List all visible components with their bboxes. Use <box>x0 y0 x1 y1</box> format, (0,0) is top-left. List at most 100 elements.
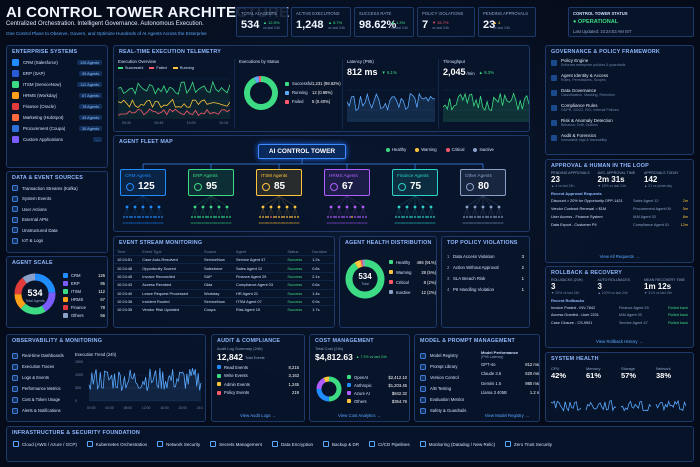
table-cell: ServiceNow <box>201 296 234 306</box>
violation-item[interactable]: 4 PII Handling Violation 1 <box>442 284 529 295</box>
observability-item[interactable]: Performance Metrics <box>7 383 69 394</box>
foundation-item[interactable]: CI/CD Pipelines <box>368 441 410 447</box>
table-row[interactable]: 10:24:38 Incident Routed ServiceNow ITSM Ag… <box>114 296 334 306</box>
table-cell: Success <box>284 280 310 289</box>
agent-node <box>350 222 352 224</box>
foundation-item[interactable]: Secrets Management <box>210 441 262 447</box>
governance-item-title: Compliance Rules <box>561 103 598 108</box>
approval-recent-title: Recent Approval Requests <box>551 191 602 196</box>
data-source-item[interactable]: Unstructured Data <box>7 225 107 236</box>
stat-label: Pending Approvals <box>551 171 590 175</box>
agent-node <box>142 216 144 218</box>
x-tick: 20:00 <box>179 406 188 410</box>
data-source-item[interactable]: External APIs <box>7 215 107 226</box>
scale-legend-item: ERP 95 <box>63 279 105 287</box>
view-all-requests-link[interactable]: View All Requests → <box>599 254 640 259</box>
model-item[interactable]: Evaluation Metrics <box>415 394 477 405</box>
model-item[interactable]: Model Registry <box>415 350 477 361</box>
rollback-item[interactable]: Case Closure - CS-9921 Service Agent 47 Ro… <box>546 319 693 327</box>
system-health-value: 57% <box>621 371 637 380</box>
governance-item[interactable]: Data Governance Classification, Masking, … <box>546 88 693 103</box>
governance-item[interactable]: Risk & Anomaly Detection Behavior, Drift,… <box>546 118 693 133</box>
enterprise-system-item[interactable]: Finance (Oracle) 78 Agents <box>7 101 107 112</box>
enterprise-system-item[interactable]: HRMS (Workday) 67 Agents <box>7 90 107 101</box>
table-row[interactable]: 10:24:35 Vendor Risk Updated Coupa Risk Age… <box>114 305 334 314</box>
agent-group-card[interactable]: Other Agents 80 <box>460 169 506 196</box>
foundation-item[interactable]: Network Security <box>157 441 200 447</box>
violation-item[interactable]: 1 Data Access Violation 3 <box>442 251 529 262</box>
agent-node <box>496 222 498 224</box>
audit-title: Audit & Compliance <box>217 338 281 344</box>
governance-item[interactable]: Audit & Forensics Immutable logs & tracea… <box>546 133 693 148</box>
violation-item[interactable]: 3 SLA Breach Risk 1 <box>442 273 529 284</box>
governance-item[interactable]: Policy Engine Enforces enterprise policie… <box>546 58 693 73</box>
approval-request-item[interactable]: User Access - Finance System IAM Agent 03… <box>546 213 693 221</box>
foundation-item[interactable]: Backup & DR <box>322 441 359 447</box>
approval-request-item[interactable]: Vendor Contract Renewal > $1M Procurement… <box>546 205 693 213</box>
governance-item[interactable]: Agent Identity & Access Roles, Permission… <box>546 73 693 88</box>
enterprise-system-item[interactable]: Custom Applications... <box>7 134 107 145</box>
agent-link <box>210 195 220 207</box>
enterprise-system-item[interactable]: Marketing (HubSpot) 45 Agents <box>7 112 107 123</box>
foundation-item[interactable]: Monitoring (Datadog / New Relic) <box>419 441 495 447</box>
overview-successful-area <box>118 81 230 119</box>
view-audit-logs-link[interactable]: View Audit Logs → <box>240 413 276 418</box>
data-source-item[interactable]: IoT & Logs <box>7 236 107 247</box>
rollback-item[interactable]: Access Granted - User 2231 IAM Agent 03 Ro… <box>546 312 693 320</box>
model-item[interactable]: Safety & Guardrails <box>415 405 477 416</box>
agent-group-card[interactable]: ERP Agents 95 <box>188 169 234 196</box>
model-item[interactable]: Prompt Library <box>415 361 477 372</box>
system-health-sparkline <box>585 400 617 412</box>
agent-node <box>498 216 500 218</box>
model-item[interactable]: A/B Testing <box>415 383 477 394</box>
observability-item[interactable]: Real-time Dashboards <box>7 350 69 361</box>
agent-node <box>428 222 430 224</box>
control-tower-node[interactable]: AI CONTROL TOWER <box>258 144 346 159</box>
agent-node <box>331 222 333 224</box>
cost-delta: ▲ 7.3% vs last 24h <box>355 355 387 359</box>
cost-slice <box>323 376 330 383</box>
foundation-item[interactable]: Zero Trust Security <box>505 441 552 447</box>
enterprise-system-item[interactable]: Procurement (Coupa) 36 Agents <box>7 123 107 134</box>
table-row[interactable]: 10:24:51 Case Auto-Resolved ServiceNow Serv… <box>114 254 334 264</box>
data-source-item[interactable]: User Actions <box>7 204 107 215</box>
view-rollback-history-link[interactable]: View Rollback History → <box>596 339 643 344</box>
agent-node <box>130 222 132 224</box>
observability-item[interactable]: Cost & Token Usage <box>7 394 69 405</box>
rollback-item[interactable]: Invoice Posted - INV-7842 Finance Agent 2… <box>546 304 693 312</box>
agent-group-card[interactable]: CRM Agents 125 <box>120 169 166 196</box>
data-source-item[interactable]: Transaction Streams (Kafka) <box>7 183 107 194</box>
foundation-item[interactable]: Cloud (AWS / Azure / GCP) <box>13 441 77 447</box>
governance-item[interactable]: Compliance Rules GDPR, SOC2, ISO, Interna… <box>546 103 693 118</box>
view-model-registry-link[interactable]: View Model Registry → <box>484 413 530 418</box>
cost-value: $354.76 <box>391 398 407 404</box>
approval-request-item[interactable]: Discount > 20% for Opportunity OPP-1421 S… <box>546 197 693 205</box>
foundation-item[interactable]: Data Encryption <box>271 441 313 447</box>
enterprise-system-item[interactable]: CRM (Salesforce) 126 Agents <box>7 57 107 68</box>
agent-group-card[interactable]: ITSM Agents 85 <box>256 169 302 196</box>
observability-item[interactable]: Execution Traces <box>7 361 69 372</box>
model-item[interactable]: Version Control <box>415 372 477 383</box>
agent-group-card[interactable]: Finance Agents 75 <box>392 169 438 196</box>
table-row[interactable]: 10:24:43 Access Revoked Okta Compliance Age… <box>114 280 334 289</box>
execution-overview: Execution Overview Successful Failed Runni… <box>118 59 230 129</box>
violation-item[interactable]: 2 Action Without Approval 2 <box>442 262 529 273</box>
table-cell: 1.4s <box>309 288 334 298</box>
observability-item[interactable]: Alerts & Notifications <box>7 405 69 416</box>
view-cost-analytics-link[interactable]: View Cost Analytics → <box>338 413 381 418</box>
enterprise-system-item[interactable]: ERP (SAP) 95 Agents <box>7 68 107 79</box>
foundation-item[interactable]: Kubernetes Orchestration <box>86 441 147 447</box>
table-cell: 0.8s <box>309 263 334 273</box>
agent-group-card[interactable]: HRMS Agents 67 <box>324 169 370 196</box>
approval-request-item[interactable]: Data Export - Customer PII Compliance Age… <box>546 221 693 229</box>
table-row[interactable]: 10:24:45 Invoice Reconciled SAP Finance Age… <box>114 271 334 281</box>
table-cell: Success <box>284 263 310 273</box>
data-source-item[interactable]: System Events <box>7 194 107 205</box>
agent-node <box>364 222 366 224</box>
observability-item[interactable]: Logs & Events <box>7 372 69 383</box>
model-name: Model Registry <box>430 353 458 358</box>
enterprise-system-item[interactable]: ITSM (ServiceNow) 112 Agents <box>7 79 107 90</box>
table-row[interactable]: 10:24:48 Opportunity Scored Salesforce Sale… <box>114 263 334 273</box>
agent-link <box>142 195 160 207</box>
table-row[interactable]: 10:24:40 Leave Request Processed Workday HR… <box>114 288 334 298</box>
